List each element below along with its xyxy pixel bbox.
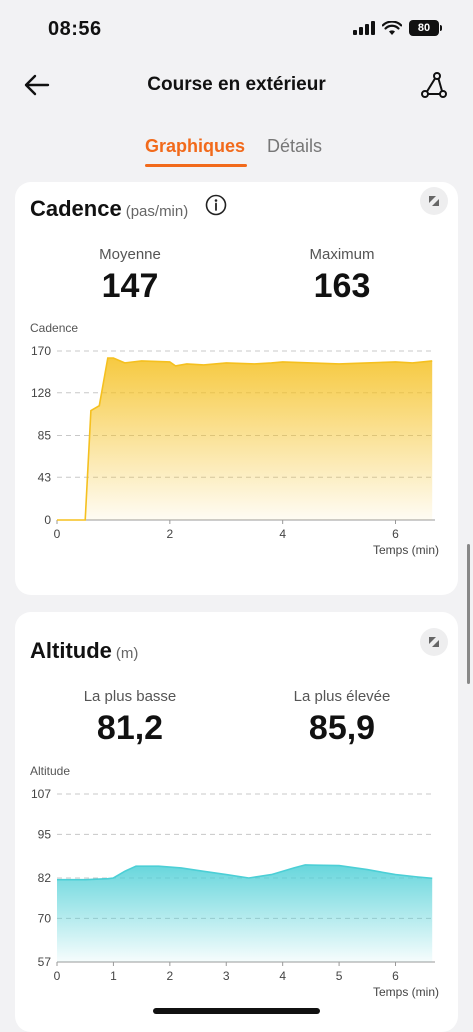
altitude-unit: (m) <box>115 645 139 662</box>
signal-icon <box>353 21 375 35</box>
chart-y-label: Altitude <box>30 764 71 778</box>
x-tick-label: 5 <box>336 969 343 983</box>
y-tick-label: 107 <box>31 787 51 801</box>
route-icon[interactable] <box>417 68 451 102</box>
expand-button[interactable] <box>420 187 448 215</box>
series-area <box>57 358 433 520</box>
stat-value: 147 <box>101 267 159 305</box>
stat-label: Moyenne <box>99 246 161 263</box>
x-axis-title: Temps (min) <box>373 985 439 999</box>
altitude-title: Altitude (m) <box>30 638 138 664</box>
series-line <box>57 864 433 881</box>
cadence-card: Cadence (pas/min) Moyenne 147 Maximum 163… <box>15 182 458 595</box>
scrollbar[interactable] <box>467 544 470 684</box>
info-icon[interactable] <box>205 194 227 216</box>
stat-maximum: Maximum 163 <box>262 246 422 306</box>
x-tick-label: 6 <box>392 527 399 541</box>
stat-lowest: La plus basse 81,2 <box>50 688 210 748</box>
stat-value: 81,2 <box>96 709 164 747</box>
y-tick-label: 43 <box>38 470 52 484</box>
y-tick-label: 57 <box>38 955 52 969</box>
x-tick-label: 4 <box>279 527 286 541</box>
status-bar: 08:56 80 <box>0 0 473 60</box>
cadence-title-text: Cadence <box>30 196 122 221</box>
status-icons: 80 <box>353 20 442 36</box>
active-tab-indicator <box>145 164 247 167</box>
cadence-title: Cadence (pas/min) <box>30 196 188 222</box>
expand-icon <box>429 637 439 647</box>
y-tick-label: 128 <box>31 386 51 400</box>
stat-label: Maximum <box>309 246 375 263</box>
wifi-icon <box>382 20 402 35</box>
x-tick-label: 0 <box>54 527 61 541</box>
y-tick-label: 95 <box>38 827 52 841</box>
expand-icon <box>429 196 439 206</box>
status-time: 08:56 <box>48 18 102 40</box>
x-tick-label: 1 <box>110 969 117 983</box>
stat-value: 85,9 <box>308 709 376 747</box>
y-tick-label: 170 <box>31 344 51 358</box>
x-tick-label: 2 <box>166 527 173 541</box>
y-tick-label: 82 <box>38 871 52 885</box>
cadence-chart: 0 43 85 128 170 0 2 4 6 Temps (min) <box>31 344 439 557</box>
page-title: Course en extérieur <box>147 74 326 95</box>
x-tick-label: 3 <box>223 969 230 983</box>
nav-bar: Course en extérieur <box>0 60 473 110</box>
battery-icon: 80 <box>409 20 442 36</box>
series-line <box>57 357 433 521</box>
chart-y-label: Cadence <box>30 321 79 335</box>
tab-details[interactable]: Détails <box>267 136 323 156</box>
back-arrow-icon[interactable] <box>20 68 54 102</box>
altitude-card: Altitude (m) La plus basse 81,2 La plus é… <box>15 612 458 1032</box>
x-tick-label: 4 <box>279 969 286 983</box>
stat-average: Moyenne 147 <box>50 246 210 306</box>
altitude-title-text: Altitude <box>30 638 112 663</box>
tab-graphiques[interactable]: Graphiques <box>145 136 246 156</box>
tab-bar: Graphiques Détails <box>0 136 473 172</box>
home-indicator[interactable] <box>153 1008 320 1014</box>
stat-highest: La plus élevée 85,9 <box>262 688 422 748</box>
stat-value: 163 <box>313 267 371 305</box>
y-tick-label: 70 <box>38 911 52 925</box>
expand-button[interactable] <box>420 628 448 656</box>
y-tick-label: 0 <box>44 513 51 527</box>
x-tick-label: 0 <box>54 969 61 983</box>
cadence-unit: (pas/min) <box>125 203 189 220</box>
series-area <box>57 864 433 962</box>
stat-label: La plus élevée <box>293 688 391 705</box>
altitude-chart: 57 70 82 95 107 0 1 2 3 4 5 6 Temps (min) <box>31 787 439 999</box>
x-axis-title: Temps (min) <box>373 543 439 557</box>
x-tick-label: 2 <box>166 969 173 983</box>
stat-label: La plus basse <box>83 688 177 705</box>
x-tick-label: 6 <box>392 969 399 983</box>
y-tick-label: 85 <box>38 429 52 443</box>
